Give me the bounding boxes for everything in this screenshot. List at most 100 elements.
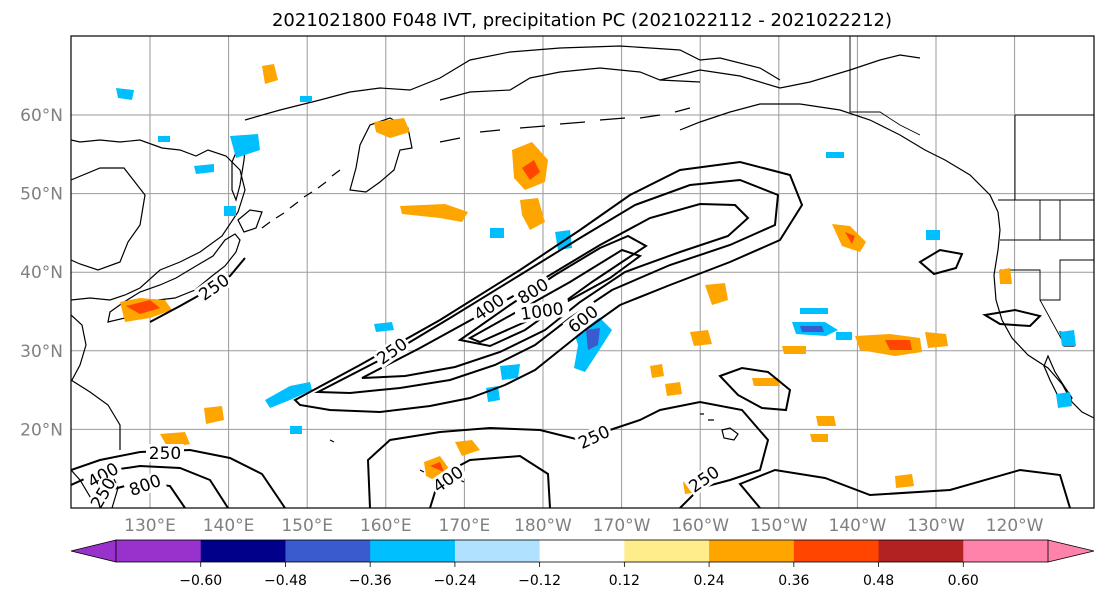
- lon-tick-label: 140°W: [829, 516, 887, 536]
- colorbar-segment: [116, 540, 202, 562]
- map-frame: [70, 35, 1095, 509]
- precip-positive-region: [999, 268, 1012, 284]
- precip-positive-region: [455, 440, 480, 456]
- colorbar-segment: [878, 540, 964, 562]
- ivt-contour-w-250: [71, 448, 286, 508]
- colorbar-tick-label: −0.60: [179, 573, 222, 589]
- precip-positive-region: [810, 434, 828, 442]
- precip-negative-region: [826, 152, 844, 158]
- lon-tick-label: 130°W: [907, 516, 965, 536]
- lat-tick-label: 50°N: [20, 185, 63, 205]
- coastline-alaska: [679, 103, 999, 213]
- coastline-hawaii: [700, 413, 739, 441]
- colorbar-tick-label: 0.48: [863, 573, 894, 589]
- precip-negative-region: [1060, 330, 1076, 346]
- colorbar: −0.60 −0.48 −0.36 −0.24 −0.12 0.12 0.24 0.36 0.4…: [70, 539, 1095, 589]
- lon-tick-label: 160°E: [360, 516, 412, 536]
- colorbar-tick-label: 0.24: [694, 573, 725, 589]
- coastline-asia: [71, 139, 246, 301]
- precip-negative-region: [800, 308, 828, 314]
- precip-negative-region: [224, 206, 236, 216]
- precip-negative-region: [290, 426, 302, 434]
- longitude-labels: 130°E 140°E 150°E 160°E 170°E 180°W 170°W 160°W…: [124, 516, 1044, 536]
- precip-negative-region: [265, 382, 312, 408]
- precip-positive-region: [752, 378, 780, 386]
- coastline-north-america: [993, 211, 1094, 419]
- colorbar-tick-label: 0.36: [778, 573, 809, 589]
- colorbar-tick-label: −0.12: [518, 573, 561, 589]
- precip-strong-negative-region: [800, 326, 824, 332]
- precip-negative-region: [230, 134, 260, 158]
- colorbar-frame: [115, 539, 1049, 563]
- lon-tick-label: 120°W: [986, 516, 1044, 536]
- ivt-contour-400: [314, 178, 780, 395]
- gridlines: [71, 36, 1094, 508]
- lat-tick-label: 20°N: [20, 420, 63, 440]
- precip-negative-region: [500, 364, 520, 380]
- precip-positive-region: [665, 382, 682, 396]
- border-alaska-canada: [849, 36, 921, 136]
- colorbar-segment: [370, 540, 456, 562]
- lon-tick-label: 170°E: [439, 516, 491, 536]
- colorbar-extend-high: [1047, 539, 1095, 563]
- colorbar-tick-label: −0.48: [264, 573, 307, 589]
- precip-positive-region: [520, 198, 545, 230]
- precip-positive-region: [925, 332, 948, 348]
- lat-tick-label: 30°N: [20, 342, 63, 362]
- precip-negative-region: [1056, 392, 1072, 408]
- colorbar-extend-low: [70, 539, 117, 563]
- lon-tick-label: 150°E: [281, 516, 333, 536]
- precip-positive-region: [782, 346, 806, 354]
- colorbar-segment: [963, 540, 1049, 562]
- precip-strong-positive-region: [845, 232, 855, 244]
- colorbar-tick-label: −0.36: [349, 573, 392, 589]
- precip-positive-region: [816, 416, 836, 426]
- coastline-hokkaido: [237, 209, 263, 233]
- lon-tick-label: 130°E: [124, 516, 176, 536]
- precip-negative-region: [926, 230, 940, 240]
- colorbar-segment: [454, 540, 541, 562]
- lon-tick-label: 140°E: [203, 516, 255, 536]
- precip-negative-region: [158, 136, 170, 142]
- precip-strong-positive-region: [126, 300, 160, 314]
- colorbar-segment: [285, 540, 371, 562]
- colorbar-segment: [709, 540, 795, 562]
- colorbar-segment: [624, 540, 710, 562]
- precip-positive-region: [690, 330, 712, 346]
- precip-strong-positive-region: [522, 160, 540, 180]
- coastline-japan: [107, 233, 241, 323]
- coastline-siberia: [244, 45, 781, 121]
- ivt-contour-east-closed: [982, 308, 1042, 328]
- coastline-alaska-north: [659, 54, 921, 89]
- colorbar-tick-label: −0.24: [433, 573, 476, 589]
- coastline-asia-inner: [71, 167, 146, 271]
- coastline-kurils: [261, 169, 341, 229]
- map-panel: 250 400 800 1000 600 250 250 250 400 250: [20, 35, 1095, 536]
- precip-positive-region: [650, 364, 664, 378]
- lon-tick-label: 150°W: [750, 516, 808, 536]
- lon-tick-label: 170°W: [593, 516, 651, 536]
- lon-tick-label: 180°W: [514, 516, 572, 536]
- coastline-kamchatka: [349, 117, 413, 193]
- ivt-contour-250: [293, 160, 804, 414]
- ivt-contour-cp-250: [718, 366, 792, 412]
- precip-negative-region: [116, 88, 134, 100]
- precip-positive-region: [262, 64, 278, 84]
- colorbar-segment: [793, 540, 880, 562]
- ivt-contour-1000: [467, 248, 643, 344]
- ivt-contour-east-250: [918, 248, 964, 276]
- ivt-contour-tropical-250: [366, 400, 770, 508]
- colorbar-segment: [200, 540, 286, 562]
- coastline-aleutians: [439, 107, 691, 143]
- lat-tick-label: 60°N: [20, 106, 63, 126]
- latitude-labels: 60°N 50°N 40°N 30°N 20°N: [20, 106, 63, 440]
- colorbar-segment: [539, 540, 625, 562]
- colorbar-tick-label: 0.60: [948, 573, 979, 589]
- precip-negative-region: [490, 228, 504, 238]
- ivt-contour-se-250: [738, 468, 1071, 508]
- precip-strong-positive-region: [430, 462, 444, 472]
- precip-negative-region: [374, 322, 394, 332]
- lat-tick-label: 40°N: [20, 263, 63, 283]
- precip-negative-region: [194, 164, 214, 174]
